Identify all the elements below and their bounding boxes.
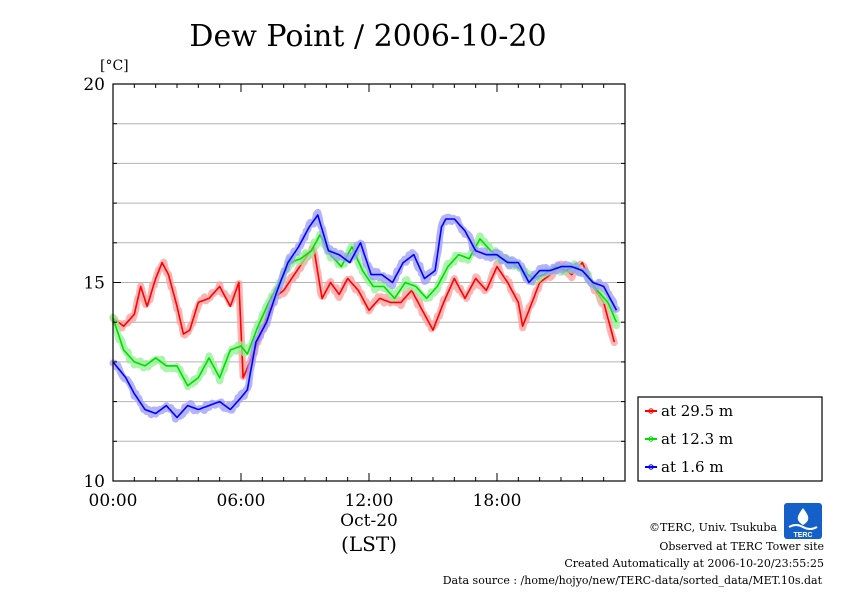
legend-marker xyxy=(648,408,654,414)
series-line xyxy=(112,214,618,419)
legend-marker xyxy=(648,436,654,442)
series-at-1-6-m xyxy=(109,208,620,423)
legend: at 29.5 m at 12.3 m at 1.6 m xyxy=(637,396,823,482)
legend-label: at 1.6 m xyxy=(661,458,724,476)
y-tick-label: 10 xyxy=(83,472,105,492)
x-tick-label: 00:00 xyxy=(89,491,138,511)
y-axis-ticks: 10 15 20 xyxy=(83,75,625,492)
drop-icon xyxy=(797,508,809,525)
legend-item: at 29.5 m xyxy=(645,402,733,420)
x-axis-ticks: 00:00 06:00 12:00 18:00 xyxy=(89,84,626,511)
credit-source: Data source : /home/hojyo/new/TERC-data/… xyxy=(443,574,823,587)
credit-created: Created Automatically at 2006-10-20/23:5… xyxy=(564,557,824,570)
x-axis-label: (LST) xyxy=(341,532,397,556)
y-tick-label: 20 xyxy=(83,75,105,95)
x-tick-label: 06:00 xyxy=(217,491,266,511)
legend-items: at 29.5 m at 12.3 m at 1.6 m xyxy=(645,402,733,476)
x-axis-date: Oct-20 xyxy=(340,511,398,531)
credit-site: Observed at TERC Tower site xyxy=(659,540,824,553)
legend-label: at 29.5 m xyxy=(661,402,733,420)
logo-text: TERC xyxy=(793,532,812,539)
y-tick-label: 15 xyxy=(83,274,105,294)
legend-item: at 12.3 m xyxy=(645,430,733,448)
wave-icon xyxy=(788,524,818,530)
legend-label: at 12.3 m xyxy=(661,430,733,448)
credit-copyright: ©TERC, Univ. Tsukuba xyxy=(649,521,777,534)
chart-title: Dew Point / 2006-10-20 xyxy=(189,19,546,54)
legend-marker xyxy=(648,464,654,470)
series-line xyxy=(112,246,616,379)
series-at-29-5-m xyxy=(109,244,618,380)
x-tick-label: 12:00 xyxy=(345,491,394,511)
terc-logo: TERC xyxy=(784,503,822,539)
legend-item: at 1.6 m xyxy=(645,458,724,476)
legend-box xyxy=(637,396,823,482)
y-axis-unit: [°C] xyxy=(100,58,129,74)
x-tick-label: 18:00 xyxy=(473,491,522,511)
series-layer xyxy=(109,208,620,423)
